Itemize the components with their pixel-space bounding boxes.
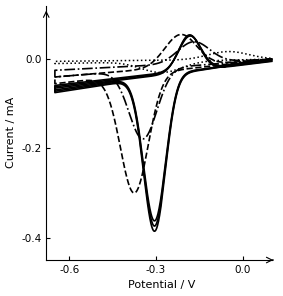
Y-axis label: Current / mA: Current / mA: [6, 97, 16, 168]
X-axis label: Potential / V: Potential / V: [128, 280, 196, 290]
